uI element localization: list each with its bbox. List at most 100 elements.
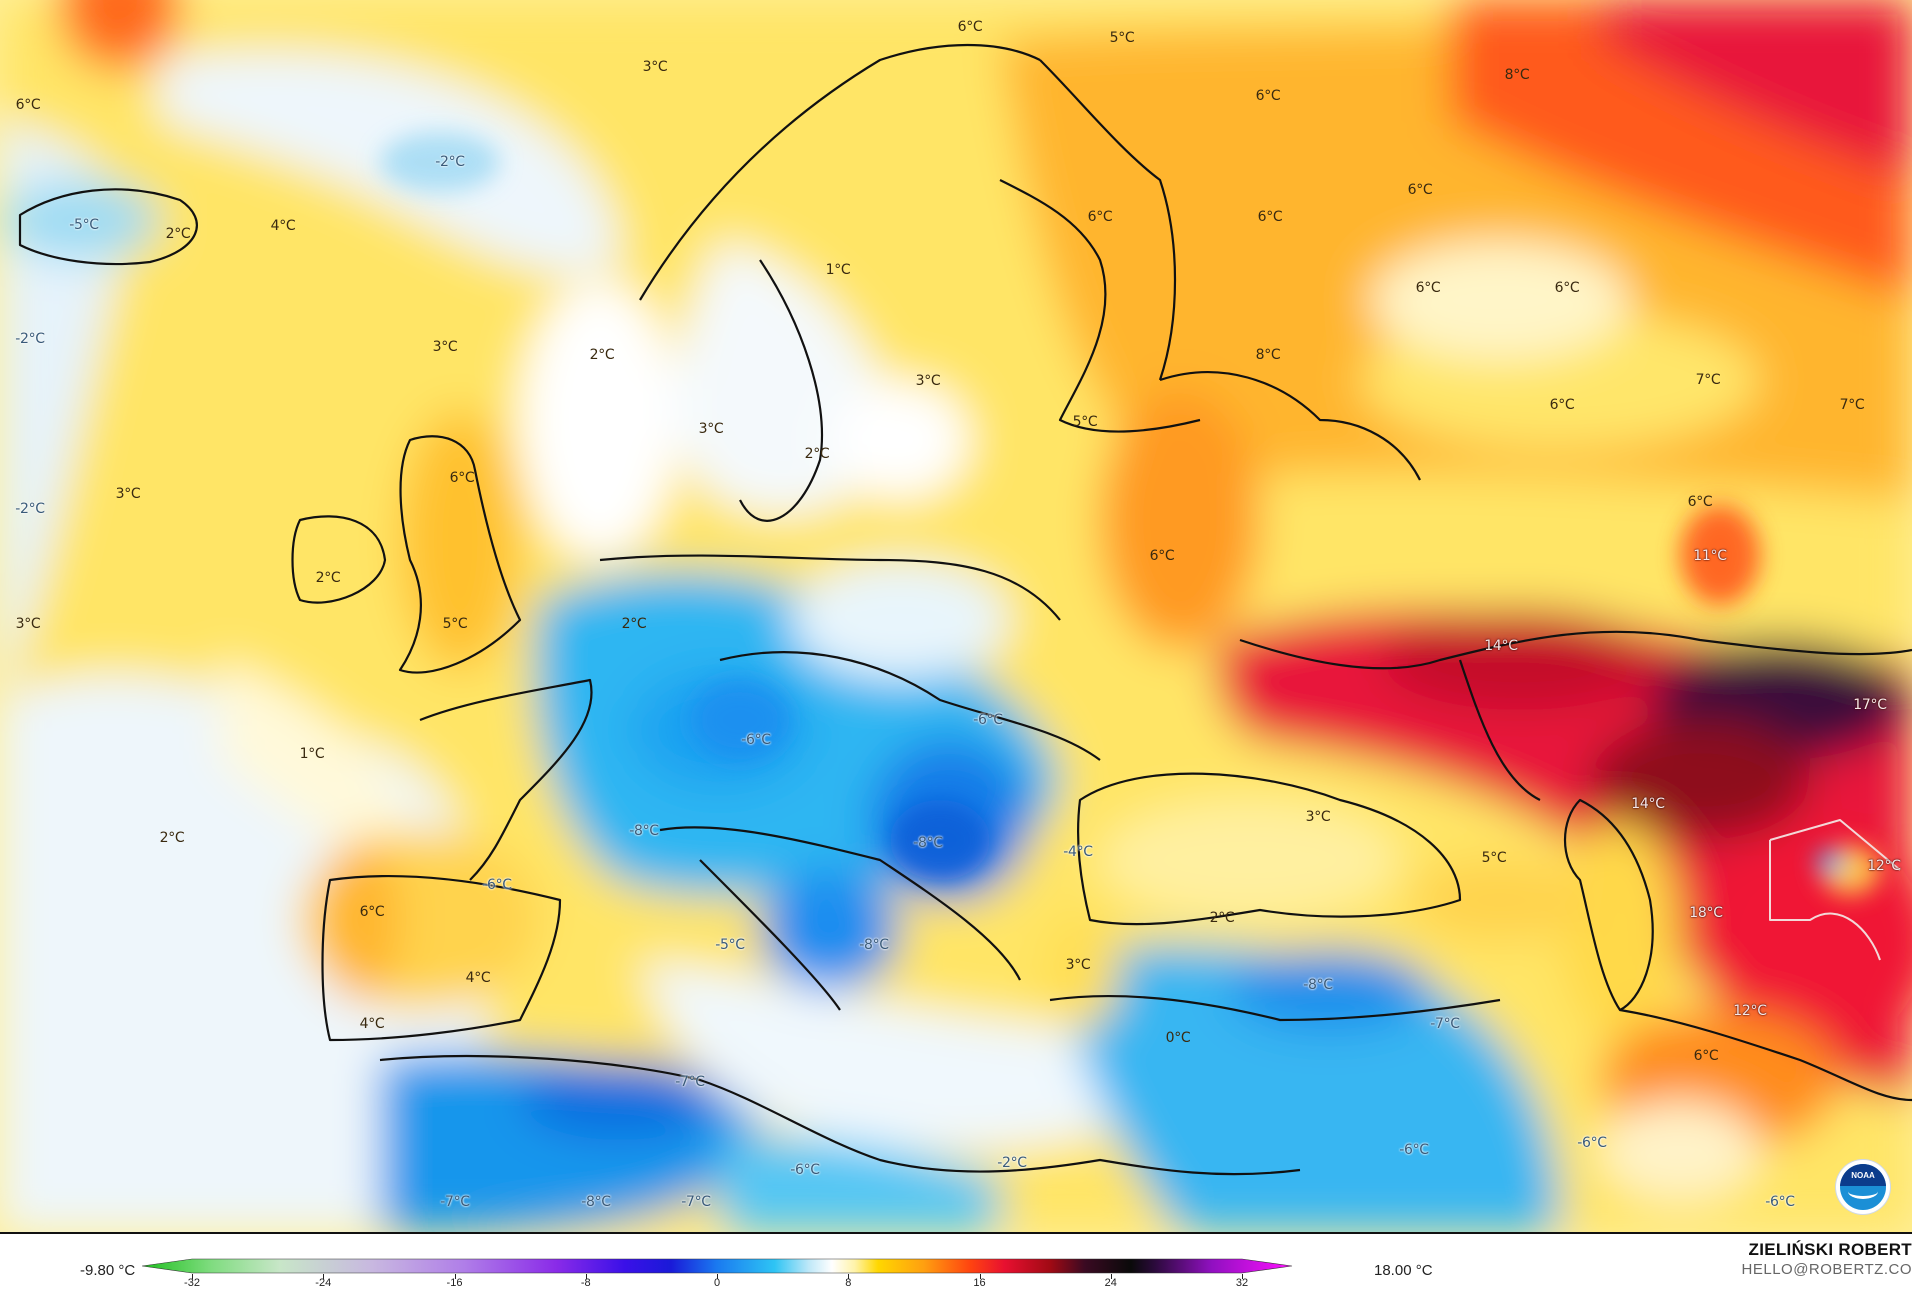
temperature-label: -6°C xyxy=(973,712,1003,728)
temperature-label: 18°C xyxy=(1689,905,1723,921)
temperature-label: 6°C xyxy=(1407,182,1433,198)
colorbar-tick-mark xyxy=(848,1274,850,1279)
temperature-label: 2°C xyxy=(159,830,185,846)
temperature-label: -8°C xyxy=(1303,977,1333,993)
temperature-label: 2°C xyxy=(621,616,647,632)
colorbar-tick-label: 24 xyxy=(1104,1277,1117,1289)
temperature-label: 4°C xyxy=(465,970,491,986)
colorbar-tick-mark xyxy=(717,1274,718,1279)
temperature-label: 6°C xyxy=(1687,494,1713,510)
temperature-label: 3°C xyxy=(698,421,724,437)
colorbar-tick-label: -24 xyxy=(315,1277,332,1289)
temperature-label: -7°C xyxy=(675,1074,705,1090)
temperature-label: -5°C xyxy=(715,937,745,953)
temperature-label: 7°C xyxy=(1839,397,1865,413)
temperature-label: -7°C xyxy=(1430,1016,1460,1032)
temperature-label: -2°C xyxy=(15,331,45,347)
legend-footer: -9.80 °C xyxy=(0,1234,1912,1289)
temperature-label: 6°C xyxy=(359,904,385,920)
temperature-label: 6°C xyxy=(15,97,41,113)
temperature-label: -8°C xyxy=(629,823,659,839)
temperature-label: 6°C xyxy=(957,19,983,35)
colorbar-tick-mark xyxy=(323,1274,325,1279)
temperature-label: -2°C xyxy=(15,501,45,517)
temperature-label: 3°C xyxy=(432,339,458,355)
temperature-label: 7°C xyxy=(1695,372,1721,388)
temperature-label: 14°C xyxy=(1631,796,1665,812)
temperature-label: 3°C xyxy=(15,616,41,632)
colorbar-tick-mark xyxy=(1110,1274,1112,1279)
temperature-label: -4°C xyxy=(1063,844,1093,860)
temperature-label: 1°C xyxy=(299,746,325,762)
temperature-label: -6°C xyxy=(1765,1194,1795,1210)
temperature-label: 5°C xyxy=(1072,414,1098,430)
temperature-label: -7°C xyxy=(681,1194,711,1210)
colorbar-tick-mark xyxy=(1242,1274,1243,1279)
temperature-label: 2°C xyxy=(589,347,615,363)
temperature-label: -6°C xyxy=(790,1162,820,1178)
colorbar-tick-label: 16 xyxy=(973,1277,986,1289)
colorbar-tick-mark xyxy=(454,1274,456,1279)
temperature-label: 6°C xyxy=(1549,397,1575,413)
colorbar-tick-label: 8 xyxy=(845,1277,852,1289)
temperature-label: 6°C xyxy=(1693,1048,1719,1064)
temperature-label: 8°C xyxy=(1255,347,1281,363)
temperature-label: -7°C xyxy=(440,1194,470,1210)
temperature-label: 8°C xyxy=(1504,67,1530,83)
temperature-label: -2°C xyxy=(435,154,465,170)
temperature-label: 2°C xyxy=(165,226,191,242)
temperature-label: -2°C xyxy=(997,1155,1027,1171)
colorbar-tick-label: 32 xyxy=(1235,1277,1249,1289)
temperature-label: 6°C xyxy=(1257,209,1283,225)
temperature-label: 0°C xyxy=(1165,1030,1191,1046)
temperature-label: 6°C xyxy=(449,470,475,486)
temperature-label: -8°C xyxy=(913,835,943,851)
temperature-label: 3°C xyxy=(915,373,941,389)
temperature-label: 6°C xyxy=(1087,209,1113,225)
temperature-label: -6°C xyxy=(1577,1135,1607,1151)
noaa-logo-text: NOAA xyxy=(1851,1171,1875,1180)
temperature-label: 3°C xyxy=(115,486,141,502)
temperature-label: 14°C xyxy=(1484,638,1518,654)
temperature-label: 12°C xyxy=(1867,858,1901,874)
colorbar-tick-label: -16 xyxy=(446,1277,463,1289)
temperature-label: 6°C xyxy=(1554,280,1580,296)
author-name: ZIELIŃSKI ROBERT xyxy=(1748,1240,1912,1259)
colorbar-tick-mark xyxy=(979,1274,981,1279)
colorbar xyxy=(142,1258,1293,1274)
temperature-label: 3°C xyxy=(1065,957,1091,973)
temperature-label: 6°C xyxy=(1255,88,1281,104)
temperature-label: -8°C xyxy=(859,937,889,953)
temperature-label: 2°C xyxy=(804,446,830,462)
noaa-gull-icon xyxy=(1848,1184,1878,1199)
map-background xyxy=(0,0,1912,1232)
temperature-label: 2°C xyxy=(1209,910,1235,926)
colorbar-tick-label: -32 xyxy=(184,1277,200,1289)
temperature-label: 6°C xyxy=(1149,548,1175,564)
temperature-label: -6°C xyxy=(741,732,771,748)
colorbar-tick-label: -8 xyxy=(580,1277,591,1289)
temperature-label: 3°C xyxy=(642,59,668,75)
temperature-label: 17°C xyxy=(1853,697,1887,713)
temperature-label: 2°C xyxy=(315,570,341,586)
noaa-logo: NOAA xyxy=(1836,1160,1890,1214)
temperature-label: 6°C xyxy=(1415,280,1441,296)
colorbar-tick-mark xyxy=(192,1274,193,1279)
colorbar-tick-mark xyxy=(585,1274,587,1279)
temperature-label: -5°C xyxy=(69,217,99,233)
temperature-label: 4°C xyxy=(359,1016,385,1032)
temperature-label: -8°C xyxy=(581,1194,611,1210)
author-email: HELLO@ROBERTZ.CO xyxy=(1741,1261,1912,1278)
temperature-label: 1°C xyxy=(825,262,851,278)
colorbar-min-label: -9.80 °C xyxy=(80,1262,136,1279)
temperature-label: 3°C xyxy=(1305,809,1331,825)
temperature-label: 12°C xyxy=(1733,1003,1767,1019)
colorbar-tick-label: 0 xyxy=(713,1277,721,1289)
colorbar-max-label: 18.00 °C xyxy=(1374,1262,1433,1279)
temperature-label: 11°C xyxy=(1693,548,1727,564)
temperature-map: 6°C 3°C -2°C -5°C 2°C 4°C -2°C 3°C 2°C 6°C 5°C 1°C 6… xyxy=(0,0,1912,1234)
temperature-label: 5°C xyxy=(1481,850,1507,866)
temperature-label: -6°C xyxy=(1399,1142,1429,1158)
temperature-label: 5°C xyxy=(442,616,468,632)
temperature-label: 5°C xyxy=(1109,30,1135,46)
